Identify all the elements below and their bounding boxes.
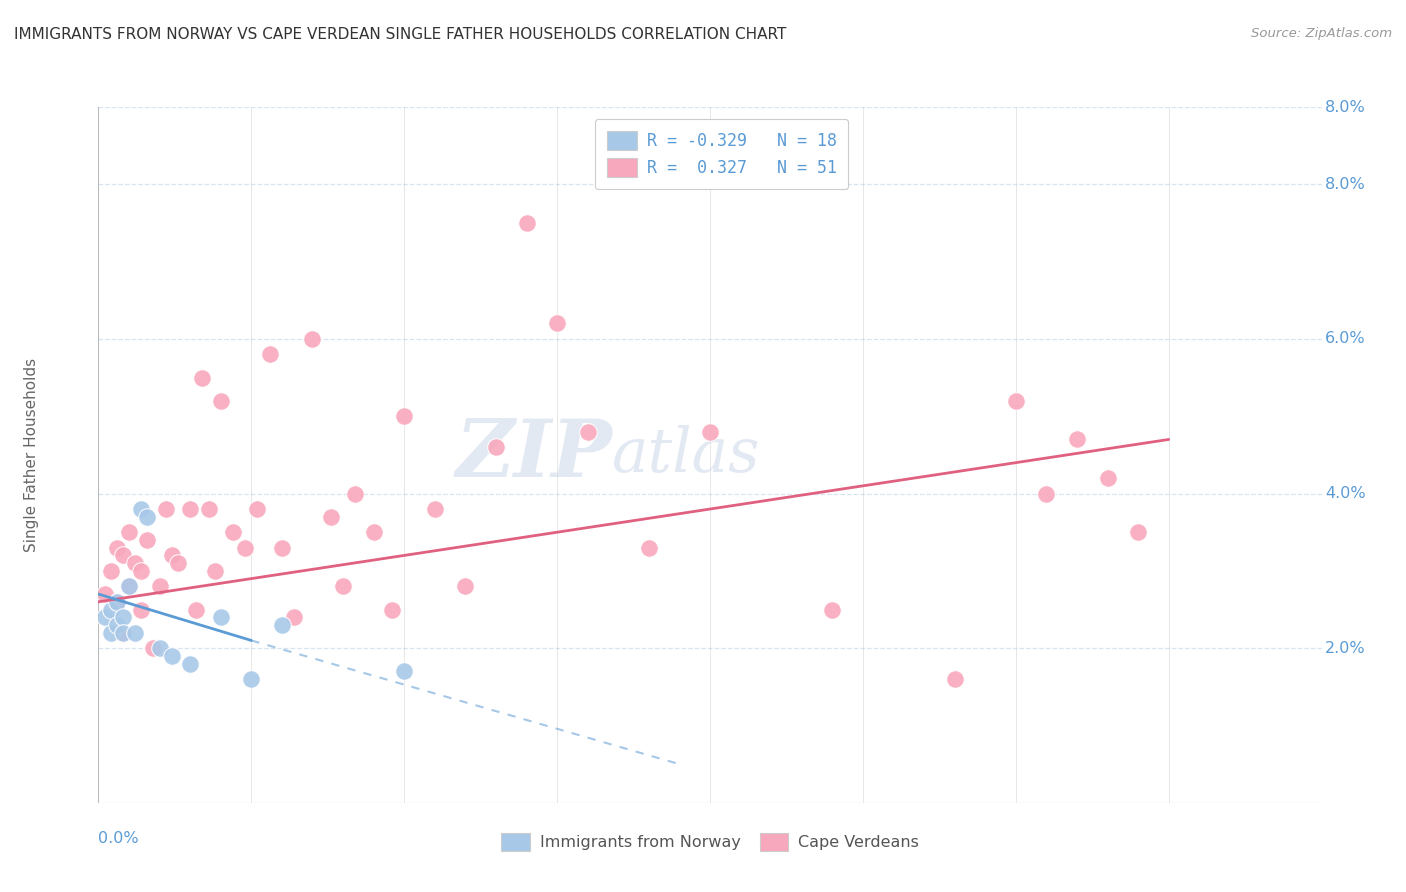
Text: Source: ZipAtlas.com: Source: ZipAtlas.com: [1251, 27, 1392, 40]
Point: [381, 602, 404, 616]
Point: [699, 425, 721, 439]
Point: [129, 502, 152, 516]
Point: [1004, 393, 1026, 408]
Text: 8.0%: 8.0%: [1326, 177, 1367, 192]
Text: atlas: atlas: [612, 425, 761, 485]
Point: [105, 541, 128, 555]
Point: [155, 502, 177, 516]
Point: [93, 610, 115, 624]
Point: [105, 595, 128, 609]
Point: [191, 370, 214, 384]
Text: IMMIGRANTS FROM NORWAY VS CAPE VERDEAN SINGLE FATHER HOUSEHOLDS CORRELATION CHAR: IMMIGRANTS FROM NORWAY VS CAPE VERDEAN S…: [14, 27, 786, 42]
Point: [392, 665, 416, 679]
Point: [100, 602, 122, 616]
Point: [160, 648, 183, 663]
Point: [423, 502, 446, 516]
Point: [179, 657, 201, 671]
Point: [283, 610, 305, 624]
Point: [516, 216, 538, 230]
Point: [179, 502, 201, 516]
Point: [111, 549, 134, 563]
Point: [637, 541, 661, 555]
Point: [301, 332, 323, 346]
Point: [332, 579, 354, 593]
Point: [118, 525, 141, 540]
Point: [209, 393, 232, 408]
Point: [118, 579, 141, 593]
Point: [454, 579, 477, 593]
Point: [222, 525, 245, 540]
Text: 0.0%: 0.0%: [98, 830, 139, 846]
Point: [485, 440, 508, 454]
Text: 4.0%: 4.0%: [1326, 486, 1367, 501]
Point: [105, 618, 128, 632]
Point: [142, 641, 165, 656]
Legend: Immigrants from Norway, Cape Verdeans: Immigrants from Norway, Cape Verdeans: [495, 826, 925, 857]
Point: [392, 409, 416, 424]
Point: [149, 641, 172, 656]
Text: 6.0%: 6.0%: [1326, 332, 1367, 346]
Point: [270, 618, 292, 632]
Point: [204, 564, 226, 578]
Point: [270, 541, 292, 555]
Point: [100, 625, 122, 640]
Point: [576, 425, 599, 439]
Point: [943, 672, 966, 686]
Point: [1128, 525, 1150, 540]
Point: [93, 587, 115, 601]
Point: [246, 502, 269, 516]
Point: [124, 625, 146, 640]
Point: [167, 556, 190, 570]
Point: [240, 672, 263, 686]
Point: [319, 509, 342, 524]
Point: [136, 533, 159, 547]
Point: [209, 610, 232, 624]
Point: [149, 579, 172, 593]
Point: [118, 579, 141, 593]
Point: [363, 525, 385, 540]
Point: [1097, 471, 1119, 485]
Text: 8.0%: 8.0%: [1326, 100, 1367, 114]
Point: [111, 625, 134, 640]
Point: [105, 595, 128, 609]
Point: [129, 564, 152, 578]
Text: ZIP: ZIP: [456, 417, 612, 493]
Text: 2.0%: 2.0%: [1326, 640, 1367, 656]
Point: [1035, 486, 1057, 500]
Point: [233, 541, 256, 555]
Point: [100, 564, 122, 578]
Point: [129, 602, 152, 616]
Point: [546, 317, 568, 331]
Point: [344, 486, 367, 500]
Point: [124, 556, 146, 570]
Point: [186, 602, 208, 616]
Point: [259, 347, 281, 361]
Point: [111, 625, 134, 640]
Point: [160, 549, 183, 563]
Point: [197, 502, 219, 516]
Text: Single Father Households: Single Father Households: [24, 358, 38, 552]
Point: [1066, 433, 1088, 447]
Point: [821, 602, 844, 616]
Point: [111, 610, 134, 624]
Point: [136, 509, 159, 524]
